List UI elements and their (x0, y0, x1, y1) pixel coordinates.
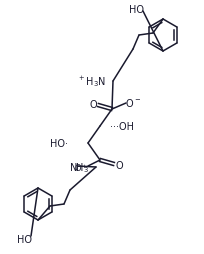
Text: ···OH: ···OH (110, 121, 134, 132)
Text: O$^-$: O$^-$ (125, 97, 141, 108)
Text: HO·: HO· (50, 138, 68, 148)
Text: $^+$H$_3$N: $^+$H$_3$N (77, 74, 106, 89)
Text: HO: HO (18, 234, 32, 244)
Text: O$^+$: O$^+$ (74, 162, 88, 173)
Text: O: O (89, 100, 97, 109)
Text: HO: HO (129, 5, 143, 15)
Text: NH$_3$: NH$_3$ (69, 161, 89, 174)
Text: O: O (115, 160, 123, 170)
